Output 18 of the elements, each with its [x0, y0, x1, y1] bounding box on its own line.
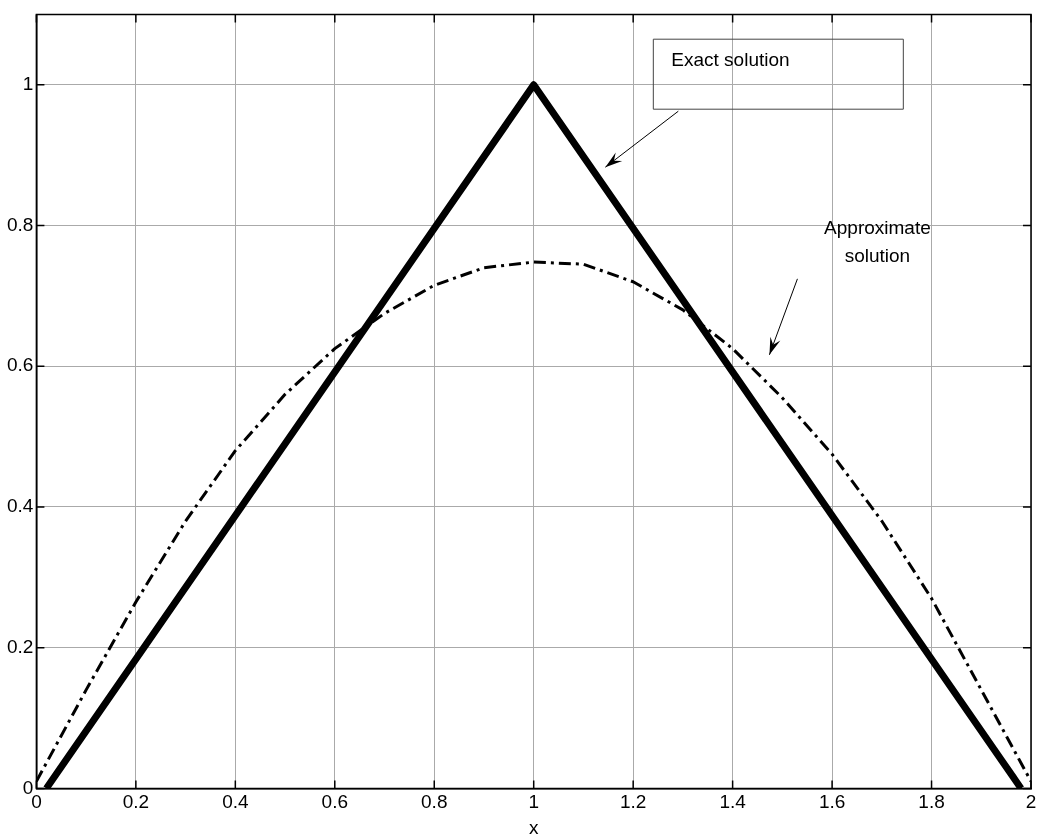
x-tick-label: 0.2	[122, 791, 150, 813]
x-tick-label: 1.6	[818, 791, 846, 813]
x-tick-label: 0.4	[222, 791, 249, 813]
y-tick-label: 0.2	[6, 635, 34, 657]
x-tick-label: 0.8	[421, 791, 448, 813]
x-tick-label: 1	[528, 791, 539, 813]
x-tick-label: 1.8	[918, 791, 945, 813]
y-tick-label: 1	[22, 73, 34, 94]
annotation: Exact solution	[671, 49, 790, 71]
x-axis-title: x	[528, 816, 539, 838]
x-tick-label: 1.2	[619, 791, 647, 813]
x-tick-label: 1.4	[719, 791, 747, 813]
x-tick-label: 0.6	[321, 791, 348, 813]
y-tick-label: 0.4	[6, 495, 34, 517]
y-tick-label: 0.8	[6, 213, 34, 235]
x-tick-label: 2	[1025, 791, 1037, 813]
y-tick-label: 0.6	[6, 354, 34, 376]
annotation: Approximate solution	[824, 217, 931, 267]
